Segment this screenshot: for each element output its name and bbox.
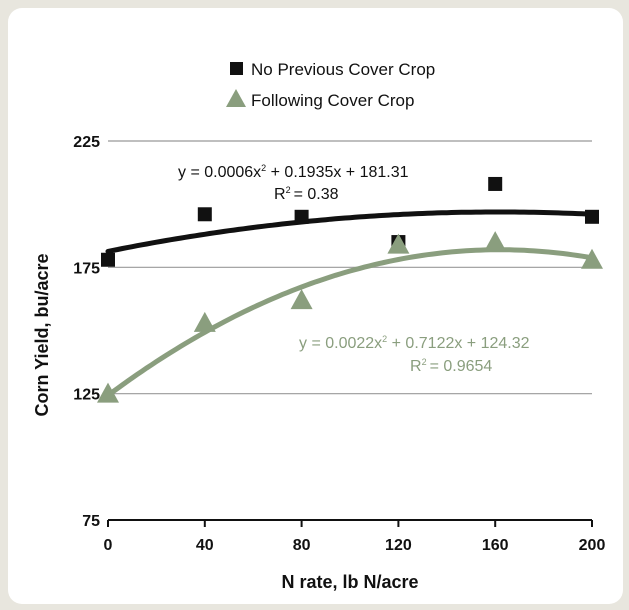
equation-no-cover-rest: + 0.1935x + 181.31 [266,164,408,181]
x-tick-label-0: 0 [104,537,113,554]
y-axis-title: Corn Yield, bu/acre [32,253,52,416]
point-series-1-4 [484,231,507,252]
point-series-1-2 [290,289,313,310]
chart-panel [8,8,623,604]
x-tick-label-200: 200 [579,537,606,554]
point-series-0-1 [197,207,212,222]
svg-text:R2= 0.9654: R2 = 0.9654 [410,357,492,375]
equation-cover-main: y = 0.0022x [299,335,382,352]
y-tick-label-125: 125 [73,387,100,404]
y-tick-label-225: 225 [73,134,100,151]
axes [107,519,593,527]
y-tick-label-75: 75 [82,513,100,530]
x-tick-label-40: 40 [196,537,214,554]
legend-label-cover: Following Cover Crop [251,91,414,110]
x-tick-label-160: 160 [482,537,509,554]
point-series-0-4 [488,176,503,191]
equation-cover: y = 0.0022x2 + 0.7122x + 124.32 R2 = 0.96… [299,334,530,375]
trendline-series-0 [105,209,595,254]
point-series-0-5 [585,209,599,224]
legend: No Previous Cover Crop Following Cover C… [226,60,435,110]
equation-cover-rest: + 0.7122x + 124.32 [387,335,529,352]
equation-no-cover-main: y = 0.0006x [178,164,261,181]
point-series-0-0 [101,252,115,267]
legend-marker-no-cover [230,62,243,75]
legend-marker-cover [226,89,246,107]
equation-no-cover: y = 0.0006x2 + 0.1935x + 181.31 R2 = 0.38 [178,163,409,203]
r2-no-cover: = 0.38 [294,186,339,203]
point-series-1-5 [581,248,603,269]
data-points [97,176,603,403]
trend-lines [105,209,595,398]
y-tick-label-175: 175 [73,260,100,277]
point-series-1-1 [193,311,216,332]
svg-text:y = 0.0006x2 + 0.1935x + 181.3: y = 0.0006x2 + 0.1935x + 181.31 [178,163,409,181]
grid [108,140,592,395]
point-series-1-0 [97,382,119,403]
x-tick-label-80: 80 [293,537,311,554]
legend-label-no-cover: No Previous Cover Crop [251,60,435,79]
point-series-1-3 [387,233,410,254]
svg-text:y = 0.0022x2 + 0.7122x + 124.3: y = 0.0022x2 + 0.7122x + 124.32 [299,334,530,352]
tick-labels: 75 125 175 225 0 40 80 120 160 200 [73,134,605,554]
r2-cover: = 0.9654 [430,358,493,375]
x-tick-label-120: 120 [385,537,412,554]
trendline-series-1 [105,247,595,398]
x-axis-title: N rate, lb N/acre [281,572,418,592]
point-series-0-2 [294,209,309,224]
svg-text:R2= 0.38: R2 = 0.38 [274,185,339,203]
